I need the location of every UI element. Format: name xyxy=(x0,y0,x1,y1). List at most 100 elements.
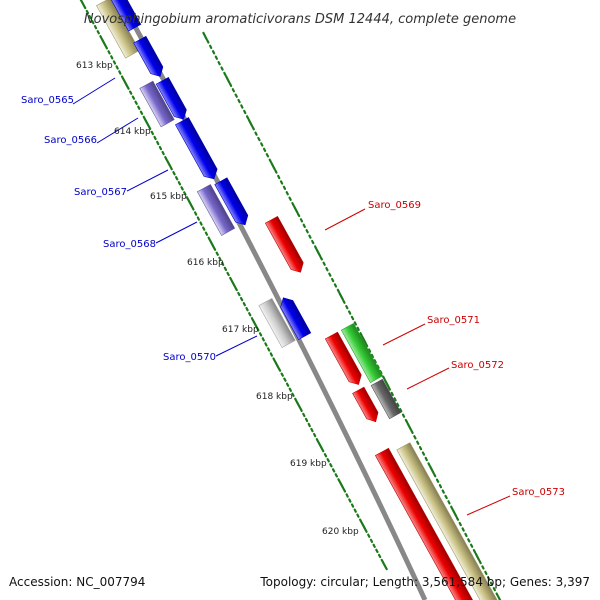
leader-saro-0569 xyxy=(324,208,366,231)
inner-tick xyxy=(329,463,333,468)
outer-tick xyxy=(484,570,488,576)
outer-tick xyxy=(421,451,426,456)
gene-label-saro-0565[interactable]: Saro_0565 xyxy=(21,95,74,106)
outer-tick xyxy=(396,402,400,407)
gene-label-saro-0573[interactable]: Saro_0573 xyxy=(512,487,565,498)
label-leader-lines xyxy=(72,77,511,516)
map-title: Novosphingobium aromaticivorans DSM 1244… xyxy=(84,12,516,27)
outer-tick xyxy=(416,440,420,445)
gene-block-saro-0566b xyxy=(155,76,187,120)
gene-block-saro-0568b xyxy=(214,177,249,226)
accession-text: Accession: NC_007794 xyxy=(9,575,145,589)
outer-tick xyxy=(367,348,372,353)
outer-tick xyxy=(406,422,412,431)
outer-tick xyxy=(492,586,496,592)
inner-tick xyxy=(100,38,107,47)
leader-saro-0568 xyxy=(155,221,198,244)
inner-tick xyxy=(150,130,154,136)
outer-tick xyxy=(427,462,431,467)
inner-tick xyxy=(367,533,371,538)
inner-tick xyxy=(137,105,141,110)
inner-tick xyxy=(110,55,114,60)
outer-tick xyxy=(447,500,451,505)
outer-tick xyxy=(291,202,295,207)
outer-tick xyxy=(383,378,390,388)
inner-tick xyxy=(272,357,276,362)
outer-tick xyxy=(393,397,397,402)
inner-tick xyxy=(226,271,230,277)
outer-tick xyxy=(455,516,460,521)
kbp-label-613: 613 kbp xyxy=(76,61,113,71)
outer-tick xyxy=(342,299,346,304)
inner-tick xyxy=(360,521,367,530)
outer-tick xyxy=(376,364,380,369)
leader-saro-0567 xyxy=(126,169,169,192)
inner-tick xyxy=(304,417,309,423)
inner-tick xyxy=(99,35,103,40)
gene-label-saro-0566[interactable]: Saro_0566 xyxy=(44,135,97,146)
inner-tick xyxy=(364,528,368,533)
outer-tick xyxy=(211,50,216,55)
outer-tick xyxy=(353,321,357,326)
outer-tick xyxy=(262,147,267,152)
inner-tick xyxy=(183,191,187,196)
outer-tick xyxy=(325,267,329,272)
leader-saro-0565 xyxy=(72,77,116,105)
outer-tick xyxy=(302,223,306,228)
outer-tick xyxy=(399,408,403,413)
inner-tick xyxy=(245,307,249,312)
outer-tick xyxy=(217,60,221,66)
outer-tick xyxy=(387,386,391,391)
outer-tick xyxy=(495,592,499,597)
inner-tick xyxy=(326,458,330,463)
outer-tick xyxy=(225,75,231,84)
outer-tick xyxy=(274,169,278,174)
inner-tick xyxy=(202,226,206,231)
inner-tick xyxy=(315,438,319,443)
outer-tick xyxy=(464,532,468,538)
gene-block-saro-0572 xyxy=(352,386,379,423)
inner-tick xyxy=(264,342,268,347)
outer-tick xyxy=(361,335,367,344)
gene-label-saro-0572[interactable]: Saro_0572 xyxy=(451,360,504,371)
gene-label-saro-0571[interactable]: Saro_0571 xyxy=(427,315,480,326)
inner-tick xyxy=(161,150,165,156)
outer-tick xyxy=(472,548,477,554)
outer-tick xyxy=(209,44,213,50)
kbp-label-616: 616 kbp xyxy=(187,258,224,268)
gene-label-saro-0569[interactable]: Saro_0569 xyxy=(368,200,421,211)
inner-tick xyxy=(310,427,314,433)
inner-tick xyxy=(323,453,328,458)
gene-label-saro-0567[interactable]: Saro_0567 xyxy=(74,187,127,198)
gene-block-saro-0570b xyxy=(280,297,312,341)
inner-tick xyxy=(209,239,215,248)
inner-tick xyxy=(215,251,219,256)
inner-tick xyxy=(274,360,280,369)
gene-label-saro-0568[interactable]: Saro_0568 xyxy=(103,239,156,250)
inner-tick xyxy=(122,78,129,87)
inner-tick xyxy=(126,85,130,90)
inner-tick xyxy=(321,448,325,453)
outer-tick xyxy=(308,234,312,239)
inner-tick xyxy=(172,171,176,176)
outer-tick xyxy=(243,109,247,115)
kbp-label-614: 614 kbp xyxy=(114,127,151,137)
outer-tick xyxy=(481,565,485,570)
outer-tick xyxy=(311,239,315,245)
inner-tick xyxy=(256,327,260,332)
inner-tick xyxy=(342,488,347,493)
inner-tick xyxy=(339,481,345,490)
inner-tick xyxy=(350,503,355,508)
inner-tick xyxy=(96,30,100,35)
outer-tick xyxy=(251,125,255,131)
outer-tick xyxy=(254,131,258,136)
gene-block-saro-0572b xyxy=(370,378,402,420)
inner-tick xyxy=(307,422,311,428)
inner-tick xyxy=(356,513,360,518)
outer-tick xyxy=(433,473,437,478)
inner-tick xyxy=(230,279,237,289)
inner-tick xyxy=(91,20,95,25)
outer-tick xyxy=(413,435,417,440)
inner-tick xyxy=(142,115,146,121)
gene-label-saro-0570[interactable]: Saro_0570 xyxy=(163,352,216,363)
